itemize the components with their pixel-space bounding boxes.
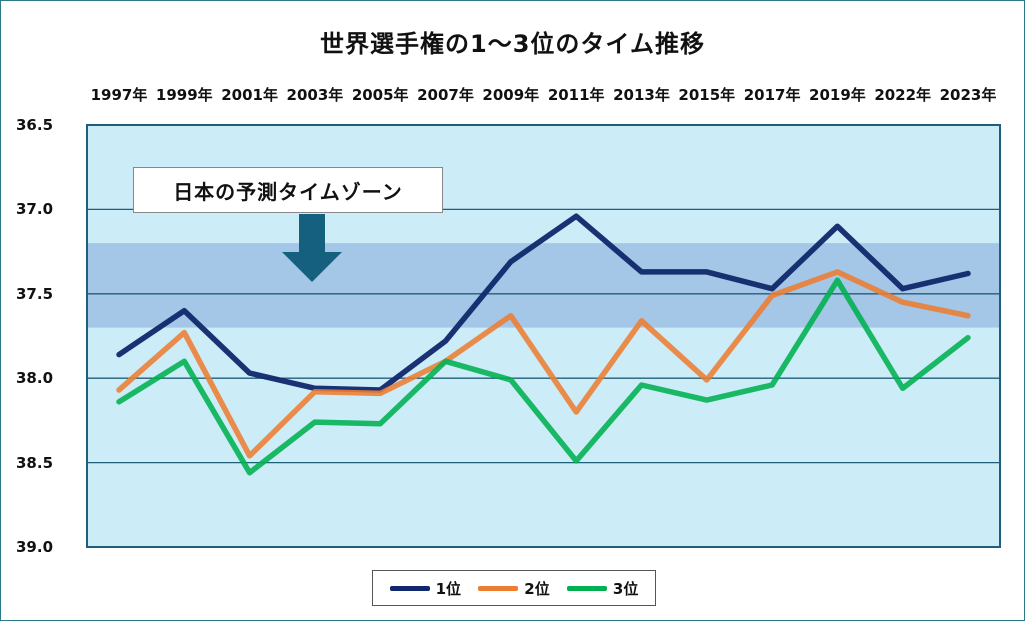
series-line-3: [116, 277, 971, 476]
prediction-band: [88, 243, 999, 328]
x-tick-label: 2005年: [351, 86, 409, 104]
legend-swatch-2: [478, 585, 519, 591]
x-axis-labels: 1997年 1999年 2001年 2003年 2005年 2007年 2009年 2011年…: [0, 84, 1025, 108]
x-tick-label: 1999年: [155, 86, 213, 104]
series-line-2: [116, 269, 971, 459]
x-tick-label: 2003年: [286, 86, 344, 104]
x-tick-label: 2023年: [939, 86, 997, 104]
y-tick-label: 37.0: [16, 200, 54, 219]
legend-label-1: 1位: [435, 579, 462, 598]
x-tick-label: 2011年: [547, 86, 605, 104]
legend-item-1: 1位: [389, 578, 462, 599]
x-tick-label: 2001年: [221, 86, 278, 104]
series-line-1: [116, 213, 971, 393]
legend-item-2: 2位: [478, 578, 550, 599]
x-tick-label: 2007年: [417, 86, 474, 104]
band-label-box: 日本の予測タイムゾーン: [133, 167, 443, 213]
y-tick-label: 37.5: [16, 284, 54, 303]
y-tick-label: 38.0: [16, 369, 54, 388]
legend-swatch-1: [389, 585, 430, 591]
legend: 1位 2位 3位: [372, 570, 656, 606]
legend-label-3: 3位: [612, 579, 639, 598]
x-tick-label: 2009年: [482, 86, 540, 104]
legend-swatch-3: [566, 585, 607, 591]
y-tick-label: 36.5: [16, 116, 54, 134]
x-tick-label: 2017年: [743, 86, 801, 104]
x-tick-label: 1997年: [90, 86, 148, 104]
chart-title: 世界選手権の1～3位のタイム推移: [320, 30, 705, 58]
x-tick-label: 2019年: [809, 86, 866, 104]
x-tick-label: 2015年: [678, 86, 736, 104]
x-tick-label: 2013年: [613, 86, 670, 104]
y-tick-label: 38.5: [16, 453, 54, 472]
legend-item-3: 3位: [566, 578, 639, 599]
down-arrow-icon: [282, 214, 342, 282]
y-tick-label: 39.0: [16, 538, 54, 556]
x-tick-label: 2022年: [874, 86, 932, 104]
legend-label-2: 2位: [524, 579, 550, 598]
